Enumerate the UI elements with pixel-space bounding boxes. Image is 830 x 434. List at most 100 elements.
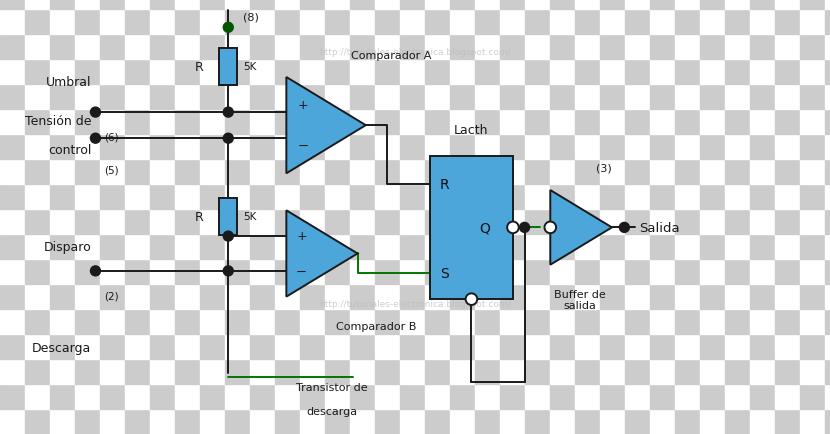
Bar bbox=[625, 409, 650, 434]
Bar bbox=[375, 10, 400, 35]
Bar bbox=[125, 260, 150, 284]
Bar bbox=[525, 135, 550, 160]
Bar bbox=[700, 184, 725, 210]
Bar bbox=[475, 210, 500, 234]
Bar bbox=[600, 160, 625, 184]
Bar bbox=[75, 0, 100, 10]
Bar bbox=[375, 210, 400, 234]
Bar bbox=[425, 409, 450, 434]
Bar bbox=[600, 384, 625, 409]
Bar bbox=[200, 210, 225, 234]
Bar bbox=[125, 234, 150, 260]
Bar bbox=[150, 10, 175, 35]
Bar bbox=[625, 384, 650, 409]
Bar bbox=[250, 0, 275, 10]
Bar bbox=[225, 409, 250, 434]
Bar bbox=[525, 409, 550, 434]
Bar bbox=[225, 384, 250, 409]
Bar bbox=[225, 10, 250, 35]
Bar bbox=[775, 309, 800, 334]
Bar bbox=[500, 334, 525, 359]
Text: http://tutoriales-electronica.blogspot.com/: http://tutoriales-electronica.blogspot.c… bbox=[320, 48, 510, 56]
Bar bbox=[125, 384, 150, 409]
Ellipse shape bbox=[544, 222, 556, 233]
Bar bbox=[625, 309, 650, 334]
Bar bbox=[825, 309, 830, 334]
Bar bbox=[50, 160, 75, 184]
Text: Descarga: Descarga bbox=[32, 341, 91, 354]
Bar bbox=[750, 0, 775, 10]
Bar bbox=[150, 210, 175, 234]
Bar bbox=[75, 409, 100, 434]
Bar bbox=[0, 359, 25, 384]
Bar bbox=[375, 334, 400, 359]
Bar bbox=[200, 10, 225, 35]
Bar bbox=[300, 359, 325, 384]
Bar bbox=[725, 135, 750, 160]
Bar bbox=[500, 384, 525, 409]
Bar bbox=[0, 110, 25, 135]
Bar bbox=[300, 35, 325, 60]
Bar bbox=[525, 210, 550, 234]
Bar bbox=[150, 359, 175, 384]
Bar bbox=[150, 334, 175, 359]
Bar bbox=[175, 284, 200, 309]
Bar bbox=[50, 284, 75, 309]
Bar bbox=[150, 284, 175, 309]
Bar bbox=[700, 260, 725, 284]
Bar bbox=[125, 309, 150, 334]
Bar bbox=[200, 110, 225, 135]
Bar bbox=[575, 10, 600, 35]
Bar bbox=[200, 334, 225, 359]
Bar bbox=[375, 384, 400, 409]
Bar bbox=[300, 135, 325, 160]
Bar bbox=[650, 384, 675, 409]
Bar bbox=[750, 260, 775, 284]
Bar bbox=[400, 210, 425, 234]
Bar bbox=[325, 10, 350, 35]
Bar bbox=[475, 135, 500, 160]
Bar bbox=[425, 10, 450, 35]
Bar bbox=[500, 234, 525, 260]
Bar bbox=[100, 210, 125, 234]
Bar bbox=[575, 160, 600, 184]
Bar bbox=[650, 110, 675, 135]
Bar bbox=[750, 10, 775, 35]
Bar bbox=[225, 184, 250, 210]
Bar bbox=[425, 0, 450, 10]
Bar bbox=[500, 184, 525, 210]
Bar bbox=[50, 85, 75, 110]
Bar bbox=[725, 60, 750, 85]
Bar bbox=[450, 60, 475, 85]
Bar bbox=[650, 10, 675, 35]
Bar bbox=[425, 384, 450, 409]
Bar bbox=[250, 160, 275, 184]
Bar bbox=[0, 309, 25, 334]
Bar bbox=[225, 284, 250, 309]
Bar bbox=[25, 384, 50, 409]
Bar bbox=[150, 60, 175, 85]
Bar bbox=[450, 184, 475, 210]
Bar bbox=[575, 60, 600, 85]
Bar bbox=[675, 85, 700, 110]
Bar bbox=[250, 359, 275, 384]
Bar bbox=[750, 110, 775, 135]
Text: S: S bbox=[440, 267, 449, 281]
Bar bbox=[500, 60, 525, 85]
Bar bbox=[175, 60, 200, 85]
Bar bbox=[475, 309, 500, 334]
Bar bbox=[350, 184, 375, 210]
Bar bbox=[325, 160, 350, 184]
Bar bbox=[325, 384, 350, 409]
Bar bbox=[275, 359, 300, 384]
Text: Transistor de: Transistor de bbox=[296, 382, 368, 392]
Ellipse shape bbox=[619, 223, 629, 233]
Bar bbox=[75, 10, 100, 35]
Bar bbox=[200, 409, 225, 434]
Bar bbox=[775, 0, 800, 10]
Bar bbox=[650, 0, 675, 10]
Bar bbox=[175, 135, 200, 160]
Text: +: + bbox=[296, 229, 307, 242]
Bar bbox=[750, 160, 775, 184]
Text: R: R bbox=[440, 178, 450, 192]
